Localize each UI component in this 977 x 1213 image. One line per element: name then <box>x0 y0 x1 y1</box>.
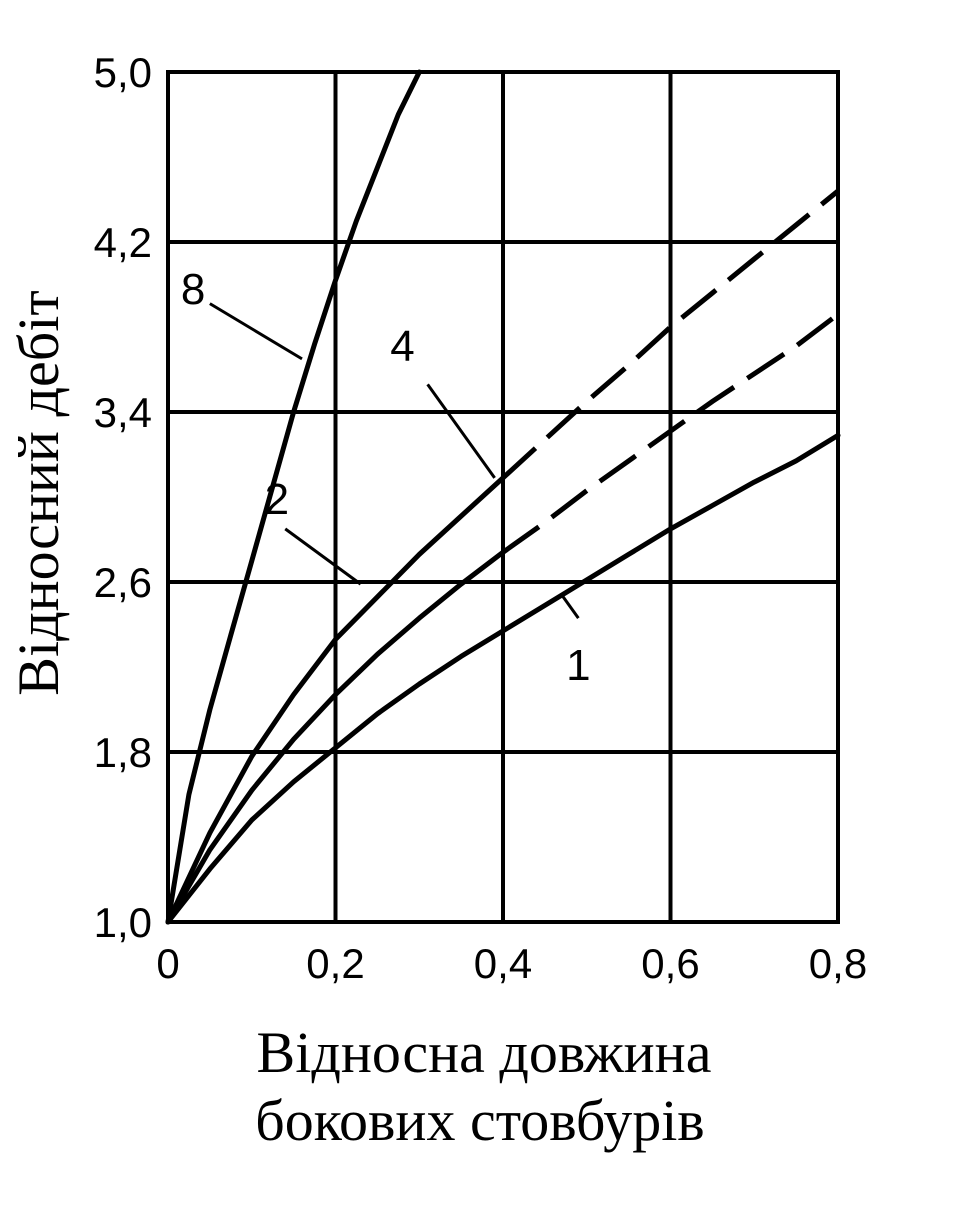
curve-labels: 8 4 2 1 <box>181 265 591 690</box>
series-line-1 <box>165 432 841 925</box>
series-line-4 <box>165 475 506 925</box>
y-tick-labels: 1,0 1,8 2,6 3,4 4,2 5,0 <box>94 49 152 946</box>
y-tick-label: 3,4 <box>94 389 152 436</box>
curve-label-pointer-2 <box>284 527 362 586</box>
x-tick-label: 0,8 <box>809 940 867 987</box>
curve-label-pointer-8 <box>209 302 303 361</box>
y-tick-label: 1,0 <box>94 899 152 946</box>
curve-label-2: 2 <box>265 475 289 524</box>
x-tick-label: 0,4 <box>474 940 532 987</box>
series-line-2-dashed <box>501 312 840 555</box>
series-layer <box>165 69 841 925</box>
series-line-8 <box>165 69 422 925</box>
curve-label-4: 4 <box>390 322 414 371</box>
curve-label-1: 1 <box>566 641 590 690</box>
y-tick-label: 1,8 <box>94 729 152 776</box>
y-tick-label: 4,2 <box>94 219 152 266</box>
x-tick-label: 0,6 <box>641 940 699 987</box>
y-tick-label: 2,6 <box>94 559 152 606</box>
x-tick-labels: 0 0,2 0,4 0,6 0,8 <box>156 940 867 987</box>
curve-label-pointer-1 <box>560 593 580 619</box>
x-tick-label: 0,2 <box>306 940 364 987</box>
x-tick-label: 0 <box>156 940 179 987</box>
x-axis-title-line-1: Відносна довжина <box>257 1020 712 1085</box>
y-tick-label: 5,0 <box>94 49 152 96</box>
series-line-2 <box>165 549 506 925</box>
series-line-4-dashed <box>501 189 840 480</box>
x-axis-title-line-2: бокових стовбурів <box>255 1088 704 1153</box>
y-axis-title: Відносний дебіт <box>6 290 71 695</box>
plot-frame <box>166 70 840 924</box>
curve-label-pointer-4 <box>426 383 496 479</box>
grid <box>168 72 838 922</box>
curve-label-8: 8 <box>181 265 205 314</box>
